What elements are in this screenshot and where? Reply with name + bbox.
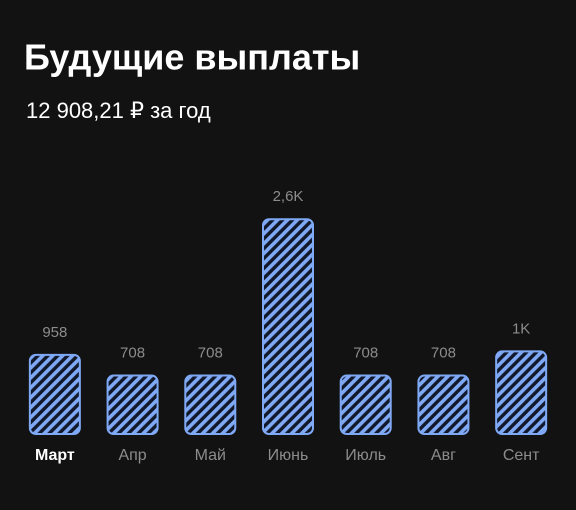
- value-label: 958: [42, 324, 67, 341]
- bar[interactable]: [262, 218, 314, 435]
- value-label: 708: [120, 344, 145, 361]
- category-label[interactable]: Апр: [118, 447, 146, 464]
- category-label[interactable]: Июль: [345, 447, 386, 464]
- value-label: 708: [431, 344, 456, 361]
- value-label: 708: [198, 344, 223, 361]
- bar[interactable]: [417, 374, 470, 435]
- bar[interactable]: [184, 374, 237, 435]
- category-label[interactable]: Июнь: [268, 447, 309, 464]
- bar[interactable]: [495, 350, 548, 435]
- bar[interactable]: [28, 353, 81, 435]
- subtitle: 12 908,21 ₽ за год: [26, 98, 211, 123]
- title: Будущие выплаты: [24, 37, 360, 78]
- category-label[interactable]: Март: [35, 447, 75, 464]
- value-label: 1K: [512, 320, 530, 337]
- value-label: 2,6K: [273, 188, 304, 205]
- bar[interactable]: [339, 374, 392, 435]
- category-label[interactable]: Сент: [503, 447, 540, 464]
- category-label[interactable]: Май: [195, 447, 226, 464]
- bar[interactable]: [106, 374, 159, 435]
- category-label[interactable]: Авг: [431, 447, 456, 464]
- value-label: 708: [353, 344, 378, 361]
